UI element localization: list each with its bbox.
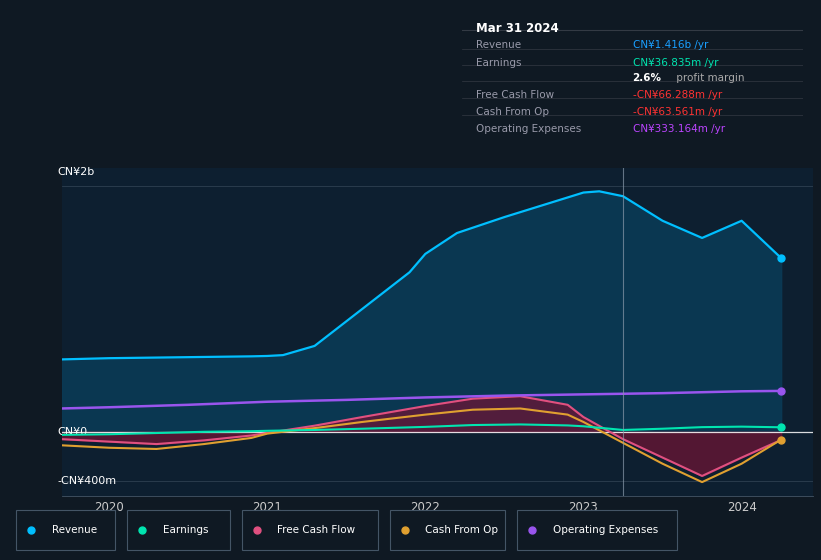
Text: Free Cash Flow: Free Cash Flow — [277, 525, 355, 535]
Text: Operating Expenses: Operating Expenses — [553, 525, 658, 535]
Text: -CN¥66.288m /yr: -CN¥66.288m /yr — [632, 90, 722, 100]
Text: CN¥1.416b /yr: CN¥1.416b /yr — [632, 40, 708, 50]
Text: Earnings: Earnings — [475, 58, 521, 68]
Text: Earnings: Earnings — [163, 525, 208, 535]
Text: -CN¥400m: -CN¥400m — [57, 476, 117, 486]
Text: CN¥2b: CN¥2b — [57, 166, 95, 176]
Text: Mar 31 2024: Mar 31 2024 — [475, 21, 558, 35]
Text: profit margin: profit margin — [673, 72, 745, 82]
Text: CN¥36.835m /yr: CN¥36.835m /yr — [632, 58, 718, 68]
Text: CN¥0: CN¥0 — [57, 427, 88, 437]
Text: CN¥333.164m /yr: CN¥333.164m /yr — [632, 124, 725, 134]
Text: 2.6%: 2.6% — [632, 72, 662, 82]
Text: Revenue: Revenue — [52, 525, 97, 535]
Text: Cash From Op: Cash From Op — [425, 525, 498, 535]
Text: Free Cash Flow: Free Cash Flow — [475, 90, 554, 100]
Text: Operating Expenses: Operating Expenses — [475, 124, 581, 134]
Text: Revenue: Revenue — [475, 40, 521, 50]
Text: -CN¥63.561m /yr: -CN¥63.561m /yr — [632, 106, 722, 116]
Text: Cash From Op: Cash From Op — [475, 106, 548, 116]
